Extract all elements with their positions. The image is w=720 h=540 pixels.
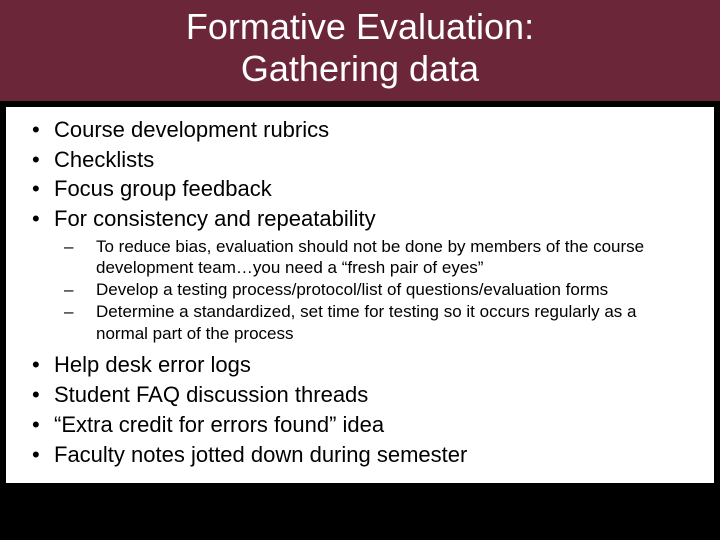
bullet-list: Help desk error logs Student FAQ discuss… [30, 350, 690, 469]
bullet-item: Checklists [30, 145, 690, 175]
bullet-item: Faculty notes jotted down during semeste… [30, 440, 690, 470]
sub-bullet-item: Determine a standardized, set time for t… [30, 301, 690, 345]
bullet-text: “Extra credit for errors found” idea [54, 412, 384, 437]
sub-bullet-text: To reduce bias, evaluation should not be… [96, 237, 644, 278]
bullet-text: Focus group feedback [54, 176, 272, 201]
bullet-item: Help desk error logs [30, 350, 690, 380]
title-band: Formative Evaluation: Gathering data [0, 0, 720, 101]
bullet-item: Student FAQ discussion threads [30, 380, 690, 410]
bullet-text: Checklists [54, 147, 154, 172]
content-area: Course development rubrics Checklists Fo… [6, 107, 714, 483]
title-line-1: Formative Evaluation: [186, 6, 534, 47]
sub-bullet-item: Develop a testing process/protocol/list … [30, 279, 690, 301]
sub-bullet-text: Determine a standardized, set time for t… [96, 302, 636, 343]
slide-title: Formative Evaluation: Gathering data [0, 6, 720, 91]
sub-bullet-text: Develop a testing process/protocol/list … [96, 280, 608, 299]
slide: Formative Evaluation: Gathering data Cou… [0, 0, 720, 540]
bullet-text: Course development rubrics [54, 117, 329, 142]
bullet-item: For consistency and repeatability [30, 204, 690, 234]
bullet-item: Course development rubrics [30, 115, 690, 145]
bullet-text: For consistency and repeatability [54, 206, 376, 231]
title-line-2: Gathering data [241, 48, 479, 89]
bullet-text: Faculty notes jotted down during semeste… [54, 442, 467, 467]
bullet-text: Student FAQ discussion threads [54, 382, 368, 407]
bullet-item: “Extra credit for errors found” idea [30, 410, 690, 440]
sub-bullet-item: To reduce bias, evaluation should not be… [30, 236, 690, 280]
bullet-text: Help desk error logs [54, 352, 251, 377]
sub-bullet-list: To reduce bias, evaluation should not be… [30, 236, 690, 345]
bullet-item: Focus group feedback [30, 174, 690, 204]
bullet-list: Course development rubrics Checklists Fo… [30, 115, 690, 234]
